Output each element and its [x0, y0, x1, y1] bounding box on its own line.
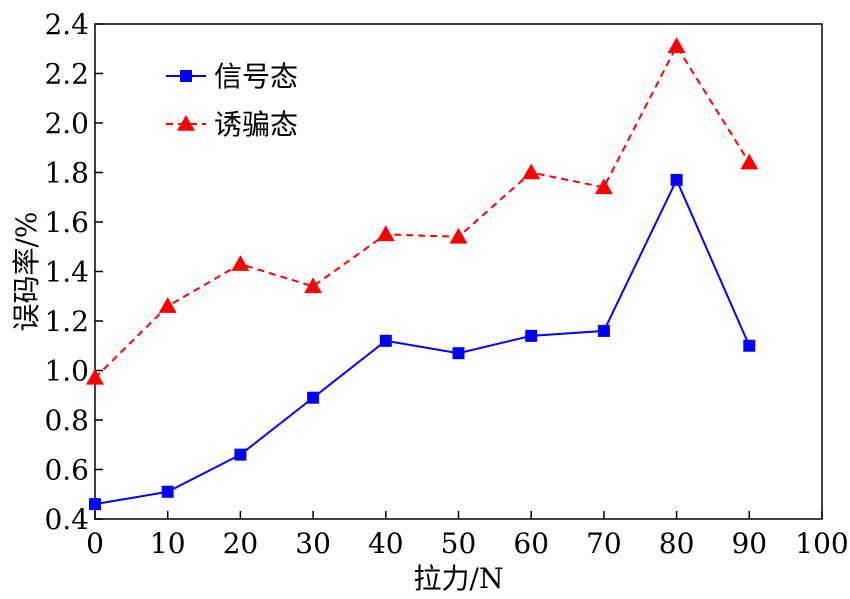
x-tick-label: 30: [295, 527, 331, 560]
plot-frame: [94, 23, 823, 520]
data-point: [740, 153, 759, 170]
x-axis-label: 拉力/N: [414, 562, 504, 595]
data-point: [231, 255, 250, 271]
data-point: [670, 173, 683, 186]
series-2: [86, 37, 759, 385]
y-tick-label: 1.0: [44, 355, 89, 388]
x-tick-label: 80: [659, 527, 695, 560]
y-tick-label: 2.0: [44, 107, 89, 140]
legend-item: 诱骗态: [166, 108, 298, 141]
x-tick-label: 60: [513, 527, 549, 560]
series-1: [89, 173, 756, 511]
y-tick-label: 1.6: [44, 206, 89, 239]
x-tick-label: 10: [150, 527, 186, 560]
x-tick-label: 90: [731, 527, 767, 560]
data-point: [376, 225, 395, 242]
legend-marker: [177, 115, 195, 131]
legend-marker: [180, 70, 192, 82]
y-tick-label: 2.4: [44, 8, 89, 41]
data-point: [667, 37, 686, 54]
y-tick-label: 0.6: [44, 454, 89, 487]
y-tick-label: 1.4: [44, 256, 89, 289]
data-point: [452, 347, 465, 360]
legend-item: 信号态: [166, 60, 298, 93]
series-line: [94, 177, 751, 506]
y-tick-label: 0.4: [44, 503, 89, 536]
data-point: [522, 163, 541, 180]
x-tick-label: 50: [441, 527, 477, 560]
x-tick-label: 40: [368, 527, 404, 560]
series-layer: [86, 37, 759, 511]
x-tick-label: 0: [86, 527, 104, 560]
x-tick-label: 20: [223, 527, 259, 560]
legend-label: 诱骗态: [214, 108, 298, 141]
data-point: [158, 297, 177, 313]
legend-label: 信号态: [214, 60, 298, 93]
y-axis-label: 误码率/%: [10, 211, 43, 331]
y-tick-label: 1.8: [44, 157, 89, 190]
data-point: [743, 339, 756, 352]
y-tick-label: 1.2: [44, 305, 89, 338]
axes: [94, 23, 823, 520]
y-tick-label: 2.2: [44, 58, 89, 91]
x-tick-label: 100: [795, 527, 848, 560]
data-point: [307, 391, 320, 404]
x-tick-label: 70: [586, 527, 622, 560]
data-point: [597, 324, 610, 337]
series-line: [94, 44, 751, 379]
data-point: [86, 368, 104, 385]
y-axis-ticks: 0.4 0.6 0.8 1.0 1.2 1.4 1.6 1.8 2.0 2.2 2.4: [44, 8, 103, 536]
data-point: [161, 485, 174, 498]
x-axis-ticks: 0 10 20 30 40 50 60 70 80 90 100: [86, 511, 849, 560]
data-point: [304, 277, 323, 294]
data-point: [234, 448, 247, 461]
data-point: [525, 329, 538, 342]
data-point: [89, 498, 101, 511]
data-point: [594, 178, 613, 195]
data-point: [379, 334, 392, 347]
y-tick-label: 0.8: [44, 404, 89, 437]
data-point: [449, 227, 468, 244]
